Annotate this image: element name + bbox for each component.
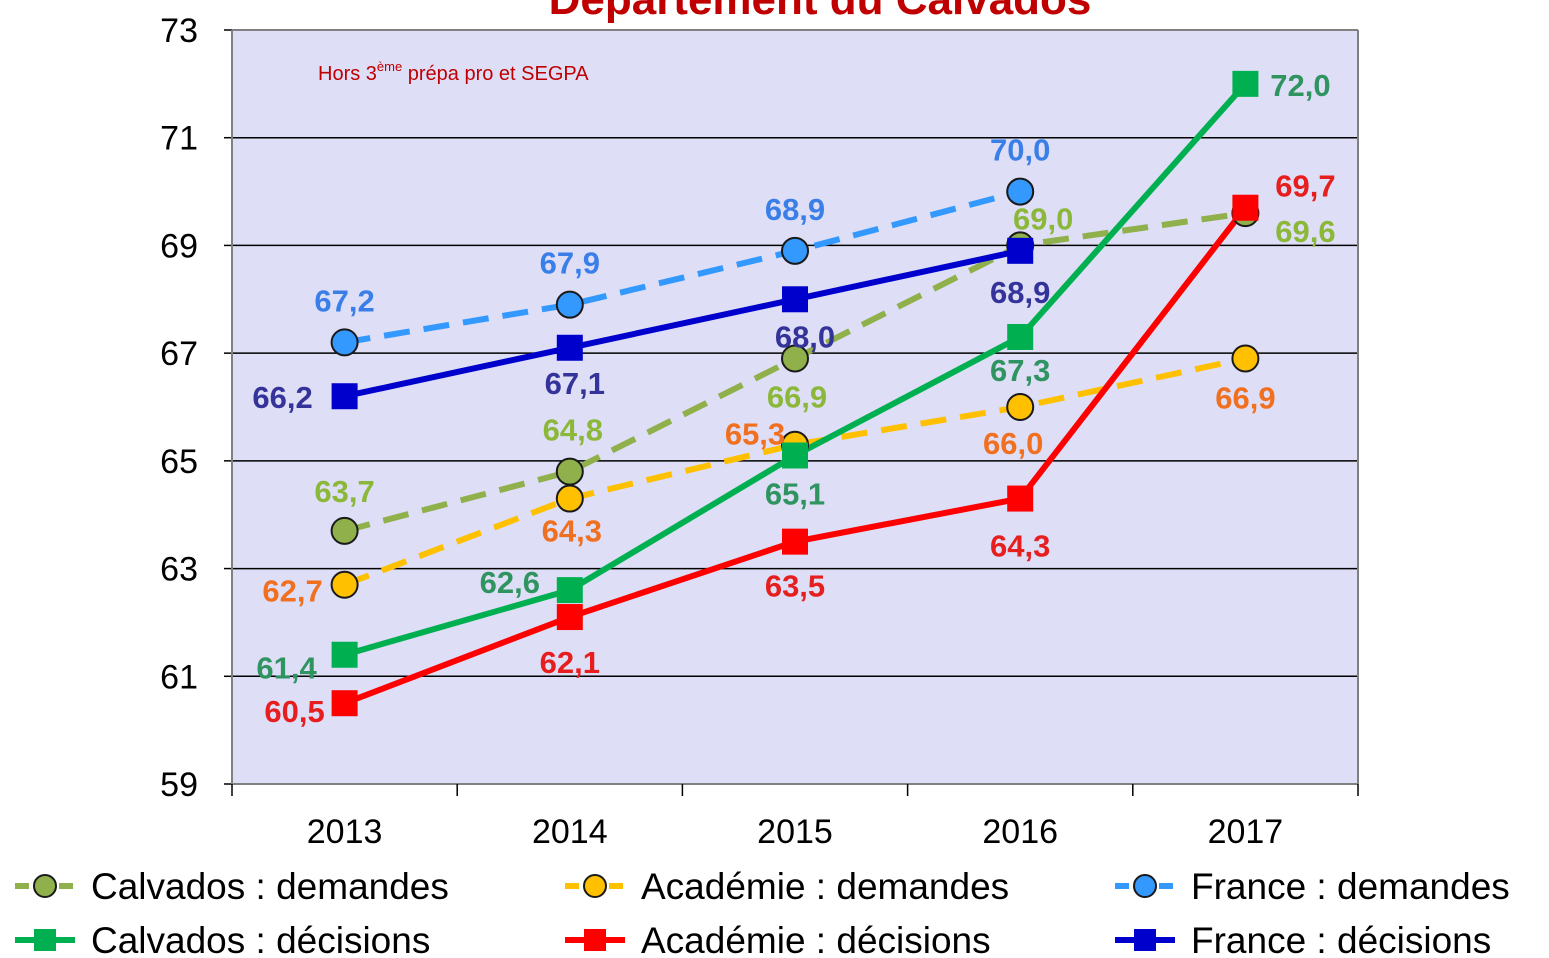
legend-label: France : décisions: [1191, 920, 1491, 958]
data-label: 69,6: [1275, 214, 1335, 249]
data-label: 66,9: [767, 380, 827, 415]
data-point: [556, 604, 583, 631]
legend-marker: [34, 929, 56, 951]
data-point: [555, 457, 584, 486]
x-tick-label: 2017: [1208, 813, 1284, 851]
y-tick-label: 63: [160, 551, 198, 589]
data-point: [1007, 237, 1034, 264]
data-label: 67,2: [314, 283, 374, 318]
data-point: [782, 442, 808, 469]
x-tick-label: 2015: [757, 813, 833, 851]
data-label: 64,8: [543, 413, 603, 448]
data-point: [1007, 485, 1034, 512]
data-point: [1232, 70, 1259, 97]
annotation-text: prépa pro et SEGPA: [402, 63, 589, 85]
annotation-superscript: ème: [377, 59, 402, 74]
legend-marker: [1133, 874, 1157, 898]
data-point: [555, 484, 584, 513]
legend-label: France : demandes: [1191, 866, 1510, 907]
y-tick-label: 69: [160, 227, 198, 265]
legend-label: Calvados : demandes: [91, 866, 449, 907]
annotation-text: Hors 3: [318, 63, 377, 85]
legend-marker: [584, 929, 606, 951]
y-tick-label: 59: [160, 766, 198, 804]
data-point: [781, 344, 809, 373]
legend-marker: [583, 874, 607, 898]
data-point: [782, 286, 808, 313]
legend-marker: [1134, 929, 1156, 951]
x-tick-label: 2016: [982, 813, 1058, 851]
y-tick-label: 73: [160, 12, 198, 50]
data-point: [1006, 393, 1035, 421]
data-point: [331, 641, 358, 668]
data-label: 64,3: [542, 514, 602, 549]
plot-area: [232, 30, 1358, 784]
data-label: 68,9: [990, 275, 1050, 310]
data-label: 63,5: [765, 569, 825, 604]
data-label: 60,5: [264, 694, 324, 729]
data-label: 67,1: [545, 366, 605, 401]
data-point: [330, 328, 359, 357]
data-label: 62,6: [480, 565, 540, 600]
x-tick-label: 2014: [532, 813, 608, 851]
data-label: 62,1: [540, 645, 600, 680]
data-label: 67,9: [540, 246, 600, 281]
chart-title: Département du Calvados: [549, 0, 1092, 24]
series-line: [344, 188, 1021, 346]
data-label: 72,0: [1270, 68, 1330, 103]
data-label: 66,2: [252, 380, 312, 415]
series-line: [343, 355, 1247, 588]
y-tick-label: 67: [160, 335, 198, 373]
data-point: [331, 690, 358, 717]
data-label: 62,7: [262, 574, 322, 609]
data-label: 68,9: [765, 192, 825, 227]
data-point: [330, 516, 359, 545]
legend-label: Calvados : décisions: [91, 920, 430, 958]
data-label: 61,4: [256, 651, 317, 686]
data-point: [555, 290, 584, 319]
data-label: 65,1: [765, 476, 825, 511]
data-label: 63,7: [314, 474, 374, 509]
data-point: [556, 577, 583, 604]
data-point: [331, 383, 358, 410]
data-point: [1006, 177, 1035, 206]
data-label: 66,0: [983, 426, 1043, 461]
y-tick-label: 61: [160, 658, 198, 696]
data-label: 64,3: [990, 529, 1050, 564]
x-tick-label: 2013: [307, 813, 383, 851]
series-line: [343, 247, 1021, 400]
data-label: 69,0: [1013, 201, 1073, 236]
annotation: Hors 3ème prépa pro et SEGPA: [318, 59, 589, 85]
y-tick-label: 65: [160, 443, 198, 481]
legend-label: Académie : décisions: [641, 920, 991, 958]
data-point: [782, 528, 808, 555]
data-label: 67,3: [990, 353, 1050, 388]
legend-label: Académie : demandes: [641, 866, 1009, 907]
data-point: [1232, 194, 1259, 221]
data-point: [1007, 323, 1034, 350]
data-label: 68,0: [775, 319, 835, 354]
data-point: [330, 570, 359, 599]
y-tick-label: 71: [160, 120, 198, 158]
data-point: [556, 334, 583, 361]
data-point: [781, 236, 809, 265]
legend-marker: [33, 874, 57, 898]
data-label: 66,9: [1215, 381, 1275, 416]
data-point: [1231, 344, 1260, 373]
data-label: 65,3: [725, 417, 785, 452]
data-label: 70,0: [990, 133, 1050, 168]
data-label: 69,7: [1275, 169, 1335, 204]
